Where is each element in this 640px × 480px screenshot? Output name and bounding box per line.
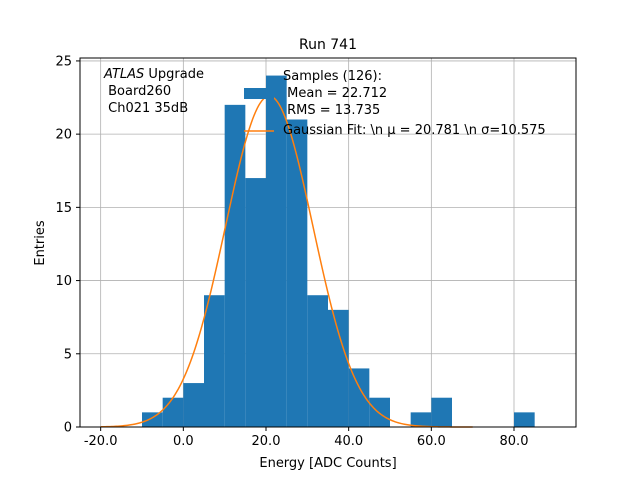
- gaussian-fit-curve: [100, 95, 473, 428]
- x-tick-label: -20.0: [84, 434, 118, 449]
- histogram-bar: [410, 412, 432, 427]
- legend: [244, 88, 274, 132]
- y-tick-label: 5: [64, 347, 72, 362]
- histogram-bar: [245, 178, 266, 427]
- x-tick-label: 20.0: [252, 434, 281, 449]
- y-tick-label: 15: [55, 201, 72, 216]
- histogram-bar: [142, 412, 163, 427]
- histogram-bar: [348, 368, 370, 427]
- x-axis-ticks: -20.0 0.0 20.0 40.0 60.0 80.0: [84, 427, 529, 449]
- y-axis-label: Entries: [33, 220, 48, 266]
- legend-fit-text: Gaussian Fit: \n μ = 20.781 \n σ=10.575: [283, 123, 546, 138]
- histogram-bar: [328, 309, 349, 427]
- histogram-bar: [224, 104, 246, 427]
- histogram-bar: [162, 397, 184, 427]
- x-tick-label: 80.0: [500, 434, 529, 449]
- histogram-bar: [204, 295, 225, 427]
- y-tick-label: 10: [55, 274, 72, 289]
- histogram-bar: [369, 397, 390, 427]
- x-tick-label: 60.0: [417, 434, 446, 449]
- y-tick-label: 25: [55, 54, 72, 69]
- y-tick-label: 0: [64, 421, 72, 436]
- atlas-upgrade-label: Upgrade: [144, 67, 204, 82]
- histogram-bar: [266, 75, 287, 428]
- atlas-label: ATLAS: [104, 67, 145, 82]
- plot-frame: [79, 57, 577, 428]
- histogram-bar: [431, 397, 452, 427]
- histogram-bars: [142, 75, 535, 428]
- histogram-bar: [183, 383, 204, 427]
- y-tick-label: 20: [55, 128, 72, 143]
- x-axis-label: Energy [ADC Counts]: [259, 456, 396, 471]
- x-tick-label: 0.0: [173, 434, 194, 449]
- legend-samples-swatch: [244, 88, 274, 99]
- histogram-bar: [307, 295, 328, 427]
- legend-samples-text: Samples (126): Mean = 22.712 RMS = 13.73…: [283, 69, 388, 118]
- board-label: Board260: [104, 84, 172, 99]
- atlas-annotation: ATLAS Upgrade Board260 Ch021 35dB: [104, 66, 204, 117]
- chart-title: Run 741: [299, 37, 357, 53]
- histogram-bar: [514, 412, 535, 427]
- histogram-bar: [286, 119, 308, 427]
- x-tick-label: 40.0: [334, 434, 363, 449]
- channel-label: Ch021 35dB: [104, 101, 189, 116]
- y-axis-ticks: 0 5 10 15 20 25: [55, 54, 80, 436]
